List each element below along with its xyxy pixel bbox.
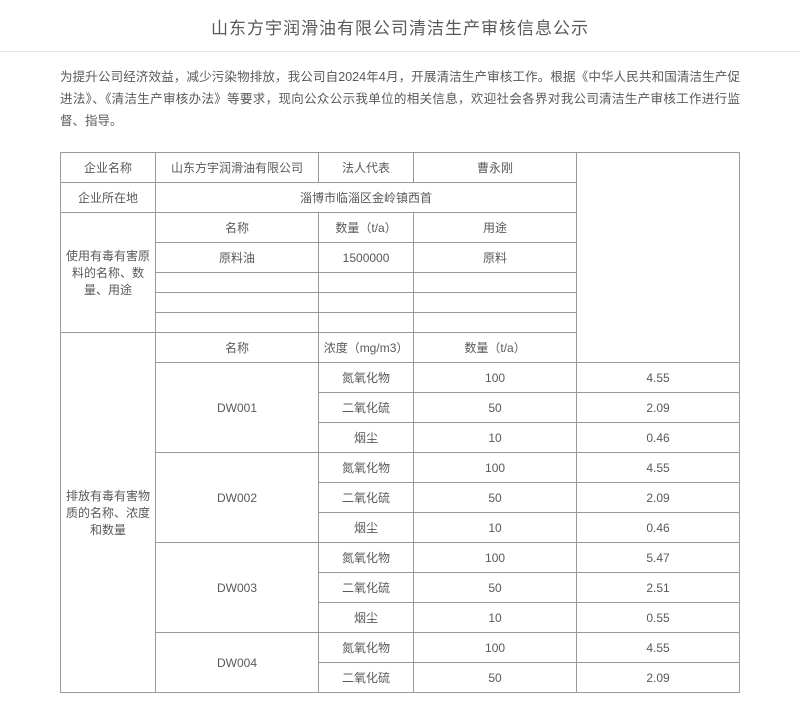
info-table-wrapper: 企业名称 山东方宇润滑油有限公司 法人代表 曹永刚 企业所在地 淄博市临淄区金岭… xyxy=(0,142,800,713)
dw002-row0-conc: 100 xyxy=(414,453,577,483)
dw001-row0-qty: 4.55 xyxy=(577,363,740,393)
table-row-dw002-0: DW002 氮氧化物 100 4.55 xyxy=(61,453,740,483)
dw001-row0-conc: 100 xyxy=(414,363,577,393)
emission-header-name: 名称 xyxy=(156,333,319,363)
raw-material-3-name xyxy=(156,313,319,333)
table-row-emission-section-header: 排放有毒有害物质的名称、浓度和数量 名称 浓度（mg/m3） 数量（t/a） xyxy=(61,333,740,363)
dw003-row1-conc: 50 xyxy=(414,573,577,603)
dw002-row0-name: 氮氧化物 xyxy=(319,453,414,483)
intro-paragraph: 为提升公司经济效益，减少污染物排放，我公司自2024年4月，开展清洁生产审核工作… xyxy=(0,52,800,142)
emission-code-dw002: DW002 xyxy=(156,453,319,543)
raw-material-2-name xyxy=(156,293,319,313)
dw003-row0-conc: 100 xyxy=(414,543,577,573)
raw-material-header-name: 名称 xyxy=(156,213,319,243)
emission-header-conc: 浓度（mg/m3） xyxy=(319,333,414,363)
raw-material-1-name xyxy=(156,273,319,293)
dw003-row1-name: 二氧化硫 xyxy=(319,573,414,603)
legal-rep-value: 曹永刚 xyxy=(414,153,577,183)
table-row-raw-material-1 xyxy=(61,273,740,293)
dw001-row2-name: 烟尘 xyxy=(319,423,414,453)
dw001-row2-conc: 10 xyxy=(414,423,577,453)
dw003-row1-qty: 2.51 xyxy=(577,573,740,603)
raw-material-0-use: 原料 xyxy=(414,243,577,273)
raw-material-header-use: 用途 xyxy=(414,213,577,243)
table-row-dw001-0: DW001 氮氧化物 100 4.55 xyxy=(61,363,740,393)
dw002-row1-qty: 2.09 xyxy=(577,483,740,513)
location-label: 企业所在地 xyxy=(61,183,156,213)
dw004-row0-conc: 100 xyxy=(414,633,577,663)
table-row-raw-material-2 xyxy=(61,293,740,313)
dw001-row0-name: 氮氧化物 xyxy=(319,363,414,393)
emission-code-dw003: DW003 xyxy=(156,543,319,633)
dw002-row2-conc: 10 xyxy=(414,513,577,543)
raw-material-1-use xyxy=(414,273,577,293)
dw003-row2-name: 烟尘 xyxy=(319,603,414,633)
location-value: 淄博市临淄区金岭镇西首 xyxy=(156,183,577,213)
dw001-row1-name: 二氧化硫 xyxy=(319,393,414,423)
table-row-raw-material-section: 使用有毒有害原料的名称、数量、用途 名称 数量（t/a） 用途 xyxy=(61,213,740,243)
raw-material-header-qty: 数量（t/a） xyxy=(319,213,414,243)
raw-material-section-label: 使用有毒有害原料的名称、数量、用途 xyxy=(61,213,156,333)
raw-material-2-qty xyxy=(319,293,414,313)
raw-material-1-qty xyxy=(319,273,414,293)
document-page: 山东方宇润滑油有限公司清洁生产审核信息公示 为提升公司经济效益，减少污染物排放，… xyxy=(0,0,800,542)
dw003-row0-qty: 5.47 xyxy=(577,543,740,573)
dw003-row2-conc: 10 xyxy=(414,603,577,633)
emission-code-dw004: DW004 xyxy=(156,633,319,693)
dw002-row0-qty: 4.55 xyxy=(577,453,740,483)
dw004-row0-qty: 4.55 xyxy=(577,633,740,663)
table-row-dw004-0: DW004 氮氧化物 100 4.55 xyxy=(61,633,740,663)
table-row-raw-material-0: 原料油 1500000 原料 xyxy=(61,243,740,273)
dw004-row1-name: 二氧化硫 xyxy=(319,663,414,693)
raw-material-0-name: 原料油 xyxy=(156,243,319,273)
dw002-row2-name: 烟尘 xyxy=(319,513,414,543)
table-row-company: 企业名称 山东方宇润滑油有限公司 法人代表 曹永刚 xyxy=(61,153,740,183)
page-title: 山东方宇润滑油有限公司清洁生产审核信息公示 xyxy=(211,14,589,39)
dw004-row1-conc: 50 xyxy=(414,663,577,693)
dw002-row1-conc: 50 xyxy=(414,483,577,513)
dw002-row1-name: 二氧化硫 xyxy=(319,483,414,513)
dw001-row1-qty: 2.09 xyxy=(577,393,740,423)
table-row-dw003-0: DW003 氮氧化物 100 5.47 xyxy=(61,543,740,573)
raw-material-3-use xyxy=(414,313,577,333)
dw002-row2-qty: 0.46 xyxy=(577,513,740,543)
company-name-value: 山东方宇润滑油有限公司 xyxy=(156,153,319,183)
raw-material-2-use xyxy=(414,293,577,313)
title-section: 山东方宇润滑油有限公司清洁生产审核信息公示 xyxy=(0,0,800,52)
emission-section-label: 排放有毒有害物质的名称、浓度和数量 xyxy=(61,333,156,693)
info-disclosure-table: 企业名称 山东方宇润滑油有限公司 法人代表 曹永刚 企业所在地 淄博市临淄区金岭… xyxy=(60,152,740,693)
emission-header-qty: 数量（t/a） xyxy=(414,333,577,363)
raw-material-0-qty: 1500000 xyxy=(319,243,414,273)
legal-rep-label: 法人代表 xyxy=(319,153,414,183)
dw004-row1-qty: 2.09 xyxy=(577,663,740,693)
dw001-row1-conc: 50 xyxy=(414,393,577,423)
dw004-row0-name: 氮氧化物 xyxy=(319,633,414,663)
table-row-raw-material-3 xyxy=(61,313,740,333)
company-name-label: 企业名称 xyxy=(61,153,156,183)
raw-material-3-qty xyxy=(319,313,414,333)
emission-code-dw001: DW001 xyxy=(156,363,319,453)
dw001-row2-qty: 0.46 xyxy=(577,423,740,453)
dw003-row0-name: 氮氧化物 xyxy=(319,543,414,573)
dw003-row2-qty: 0.55 xyxy=(577,603,740,633)
table-row-location: 企业所在地 淄博市临淄区金岭镇西首 xyxy=(61,183,740,213)
